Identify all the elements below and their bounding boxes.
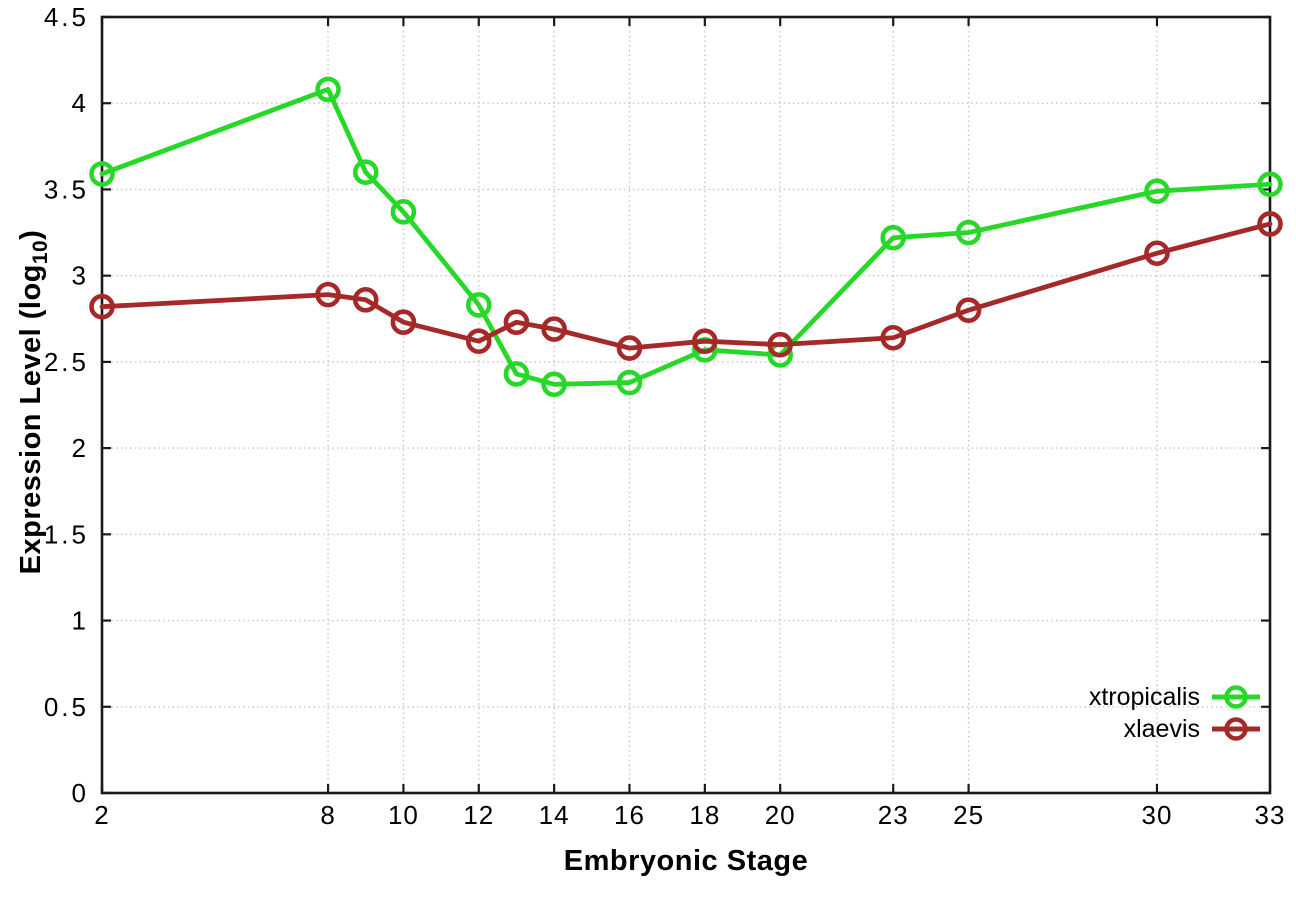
x-tick-label: 18 [689, 800, 720, 830]
y-tick-label: 2.5 [44, 347, 89, 377]
y-tick-label: 0 [72, 778, 89, 808]
data-point-xtropicalis [503, 361, 530, 387]
y-tick-label: 2 [72, 433, 89, 463]
y-tick-label: 3 [72, 261, 89, 291]
data-point-xtropicalis [616, 369, 643, 396]
x-tick-label: 14 [539, 800, 570, 830]
y-axis-title: Expression Level (log10) [15, 186, 53, 618]
x-tick-label: 33 [1255, 800, 1286, 830]
data-point-xlaevis [89, 293, 115, 320]
y-axis-title-subscript: 10 [28, 239, 52, 265]
x-axis-title: Embryonic Stage [563, 845, 809, 877]
data-point-xlaevis [315, 281, 341, 308]
y-tick-label: 0.5 [44, 692, 89, 722]
x-tick-label: 10 [388, 800, 419, 830]
legend-label-xtropicalis: xtropicalis [1088, 682, 1200, 711]
y-tick-label: 3.5 [44, 174, 89, 204]
x-tick-label: 20 [765, 800, 796, 830]
data-point-xtropicalis [465, 292, 492, 318]
data-point-xlaevis [352, 287, 379, 313]
y-tick-label: 1 [72, 606, 89, 636]
data-point-xlaevis [616, 335, 643, 361]
x-tick-label: 12 [463, 800, 494, 830]
data-point-xtropicalis [315, 76, 341, 103]
legend-marker-xtropicalis-icon [1212, 685, 1260, 709]
legend-label-xlaevis: xlaevis [1123, 714, 1200, 743]
data-point-xlaevis [955, 297, 982, 323]
x-tick-label: 25 [953, 800, 984, 830]
data-point-xlaevis [692, 328, 718, 354]
legend-marker-xlaevis-icon [1212, 717, 1260, 741]
y-tick-label: 4 [72, 88, 89, 118]
data-point-xtropicalis [880, 224, 907, 251]
y-axis-title-suffix: ) [15, 229, 47, 240]
data-point-xtropicalis [955, 219, 982, 246]
data-point-xlaevis [465, 328, 492, 354]
data-point-xlaevis [767, 331, 793, 358]
series-line-xtropicalis [99, 87, 1273, 387]
series-line-xlaevis [99, 221, 1273, 351]
data-point-xlaevis [541, 316, 567, 342]
x-tick-label: 30 [1142, 800, 1173, 830]
x-tick-label: 16 [614, 800, 645, 830]
data-point-xlaevis [1144, 240, 1170, 267]
data-point-xtropicalis [541, 371, 567, 398]
data-point-xlaevis [503, 309, 530, 336]
legend-entry-xtropicalis: xtropicalis [1089, 682, 1260, 712]
data-point-xlaevis [880, 324, 907, 351]
legend: xtropicalis xlaevis [1089, 682, 1260, 744]
x-tick-label: 8 [320, 800, 335, 830]
y-tick-label: 4.5 [44, 2, 89, 32]
x-tick-label: 2 [94, 800, 109, 830]
data-point-xtropicalis [89, 161, 115, 187]
data-point-xtropicalis [1257, 171, 1283, 198]
y-axis-title-text: Expression Level (log [15, 264, 47, 575]
x-tick-label: 23 [878, 800, 909, 830]
y-tick-label: 1.5 [44, 519, 89, 549]
data-point-xtropicalis [352, 159, 379, 185]
legend-entry-xlaevis: xlaevis [1124, 714, 1260, 744]
data-point-xlaevis [1257, 211, 1283, 237]
data-point-xlaevis [390, 309, 417, 336]
plot-border [100, 15, 1272, 795]
data-point-xtropicalis [390, 199, 417, 225]
data-point-xtropicalis [1144, 178, 1170, 204]
